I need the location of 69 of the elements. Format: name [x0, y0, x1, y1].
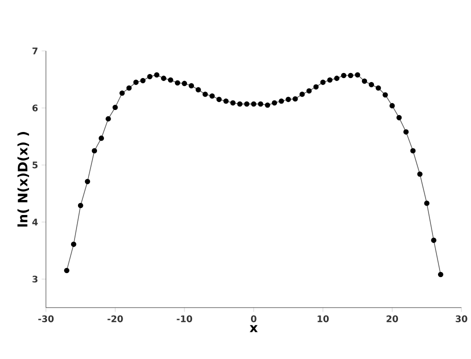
x-tick-label: 20	[386, 316, 398, 322]
x-tick-label: 0	[250, 316, 256, 322]
x-tick-label: 10	[318, 316, 329, 322]
point	[168, 78, 174, 83]
point	[244, 102, 250, 107]
point	[313, 84, 319, 90]
point	[306, 88, 312, 94]
point	[438, 272, 444, 278]
point	[64, 268, 70, 274]
point	[300, 92, 305, 98]
point	[174, 80, 180, 86]
point	[223, 98, 229, 104]
point	[202, 92, 208, 98]
point	[390, 103, 395, 109]
point	[272, 100, 278, 106]
x-tick-label: -10	[176, 316, 192, 322]
point	[403, 130, 409, 135]
point	[431, 238, 436, 244]
point	[417, 172, 423, 178]
point	[278, 98, 284, 104]
point	[362, 78, 368, 84]
point	[98, 136, 104, 142]
point	[424, 200, 430, 206]
point	[251, 102, 256, 107]
point	[140, 78, 146, 84]
point	[320, 80, 326, 86]
point	[341, 73, 346, 78]
point	[410, 148, 416, 154]
point	[196, 87, 201, 93]
point	[188, 83, 194, 89]
x-tick-label: -30	[38, 316, 54, 322]
point	[396, 115, 402, 121]
point	[70, 242, 76, 248]
point	[126, 86, 132, 91]
point	[133, 80, 139, 86]
point	[92, 148, 98, 154]
point	[286, 96, 291, 102]
point	[258, 102, 264, 107]
y-tick-label: 4	[32, 219, 38, 226]
x-tick-label: -20	[108, 316, 123, 322]
point	[354, 72, 360, 78]
point	[292, 96, 298, 102]
point	[327, 78, 332, 83]
point	[182, 81, 188, 86]
point	[348, 73, 354, 78]
point	[382, 92, 388, 98]
y-tick-label: 3	[32, 276, 38, 283]
y-tick-label: 5	[32, 162, 38, 169]
point	[230, 100, 236, 106]
point	[161, 76, 166, 82]
point	[216, 96, 222, 102]
point	[106, 116, 111, 122]
point	[368, 82, 374, 88]
point	[264, 102, 270, 108]
point	[78, 203, 84, 208]
x-axis-title: x	[250, 325, 258, 332]
point	[112, 104, 118, 110]
point	[84, 179, 90, 184]
point	[119, 90, 125, 96]
point	[376, 86, 381, 91]
y-axis-title: ln( N(x)D(x) )	[17, 132, 30, 227]
point	[237, 102, 242, 107]
y-tick-label: 6	[32, 104, 38, 112]
point	[147, 74, 152, 80]
point	[154, 72, 160, 78]
x-tick-label: 30	[456, 316, 468, 322]
point	[209, 94, 215, 99]
point	[334, 76, 340, 82]
y-tick-label: 7	[32, 48, 38, 54]
